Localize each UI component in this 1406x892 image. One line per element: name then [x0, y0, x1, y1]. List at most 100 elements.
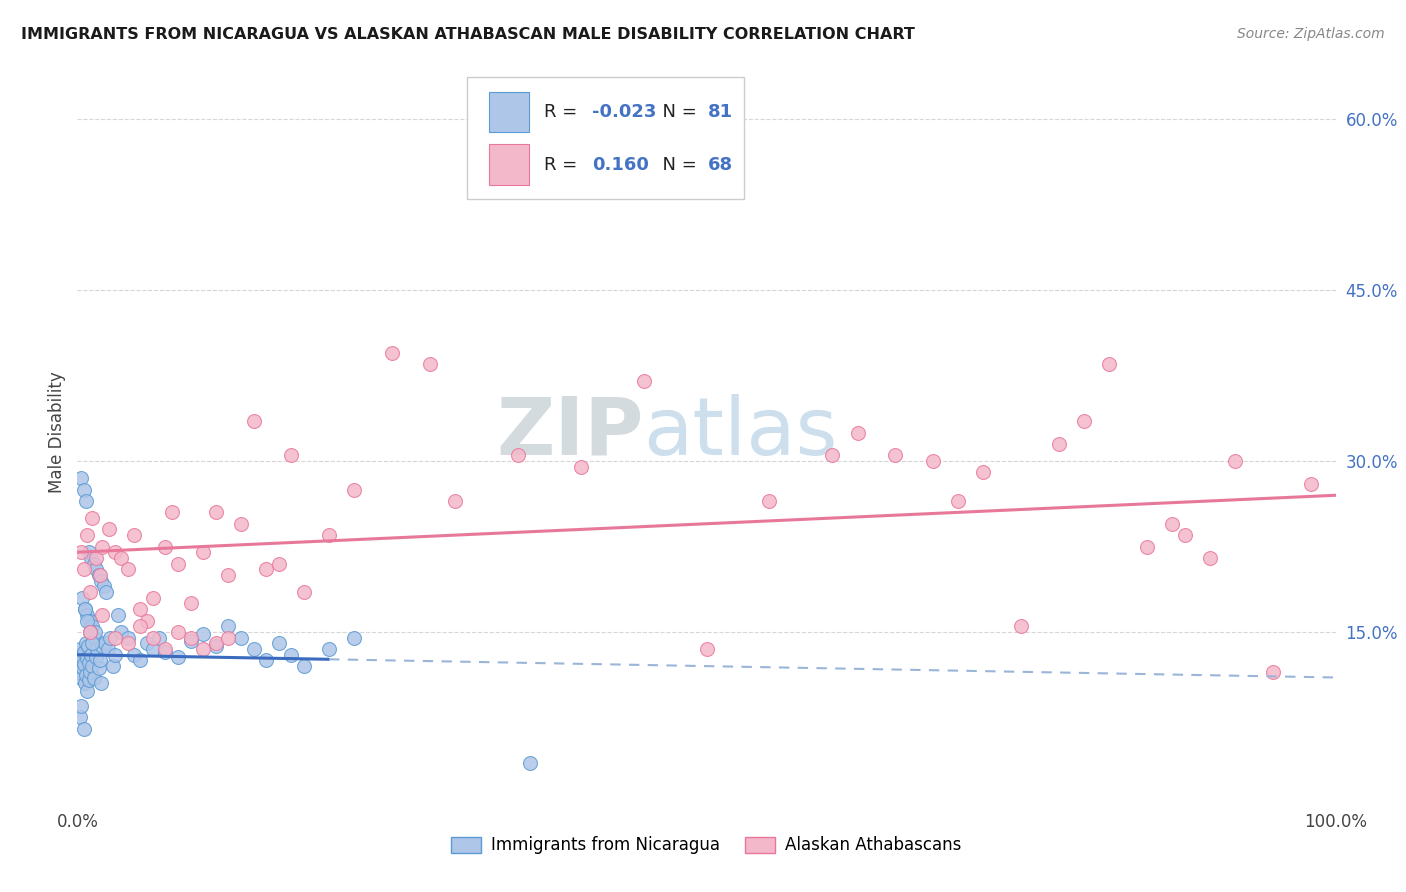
- Point: [122, 648, 145, 662]
- Point: [90, 574, 112, 588]
- Point: [89, 653, 111, 667]
- Point: [72, 645, 94, 659]
- Point: [229, 631, 252, 645]
- Point: [821, 449, 844, 463]
- Point: [104, 648, 127, 662]
- Point: [87, 661, 110, 675]
- Point: [191, 545, 215, 559]
- Point: [155, 645, 177, 659]
- Point: [70, 698, 93, 713]
- Point: [73, 602, 96, 616]
- Point: [343, 483, 366, 497]
- Point: [191, 627, 215, 641]
- Point: [84, 562, 107, 576]
- Point: [1161, 516, 1184, 531]
- Point: [96, 642, 118, 657]
- Point: [167, 624, 190, 639]
- Point: [1047, 437, 1070, 451]
- Point: [191, 642, 215, 657]
- Point: [67, 659, 90, 673]
- Point: [292, 659, 315, 673]
- Point: [79, 624, 101, 639]
- Point: [70, 471, 93, 485]
- Point: [117, 636, 139, 650]
- Point: [1098, 357, 1121, 371]
- Text: IMMIGRANTS FROM NICARAGUA VS ALASKAN ATHABASCAN MALE DISABILITY CORRELATION CHAR: IMMIGRANTS FROM NICARAGUA VS ALASKAN ATH…: [21, 27, 915, 42]
- Point: [72, 562, 94, 576]
- Text: 68: 68: [707, 155, 733, 174]
- Point: [180, 631, 202, 645]
- Point: [948, 494, 970, 508]
- Point: [155, 540, 177, 554]
- Point: [229, 516, 252, 531]
- Point: [104, 545, 127, 559]
- Text: N =: N =: [651, 103, 703, 121]
- Point: [69, 653, 91, 667]
- Point: [292, 585, 315, 599]
- Point: [117, 562, 139, 576]
- Point: [204, 636, 226, 650]
- Point: [148, 631, 170, 645]
- Point: [72, 661, 94, 675]
- Point: [97, 523, 120, 537]
- Point: [76, 684, 98, 698]
- Point: [79, 614, 101, 628]
- Point: [180, 597, 202, 611]
- Point: [79, 656, 101, 670]
- Text: atlas: atlas: [644, 393, 838, 472]
- Point: [129, 653, 152, 667]
- Point: [79, 624, 101, 639]
- Point: [122, 528, 145, 542]
- Point: [318, 528, 340, 542]
- Point: [73, 657, 96, 671]
- Point: [73, 602, 96, 616]
- Point: [254, 653, 277, 667]
- Point: [70, 671, 93, 685]
- Text: 0.160: 0.160: [592, 155, 650, 174]
- Point: [83, 557, 105, 571]
- Point: [696, 642, 718, 657]
- Point: [67, 665, 90, 679]
- Point: [77, 639, 100, 653]
- Point: [104, 631, 127, 645]
- Point: [101, 659, 124, 673]
- Point: [1073, 414, 1095, 428]
- Point: [77, 673, 100, 687]
- Point: [922, 454, 945, 468]
- Point: [117, 631, 139, 645]
- Point: [83, 671, 105, 685]
- Point: [86, 642, 108, 657]
- Point: [107, 607, 129, 622]
- Point: [1223, 454, 1246, 468]
- Point: [142, 591, 165, 605]
- Point: [569, 459, 592, 474]
- Point: [1136, 540, 1159, 554]
- Point: [91, 540, 114, 554]
- Point: [280, 648, 302, 662]
- Point: [87, 568, 110, 582]
- Point: [93, 579, 115, 593]
- FancyBboxPatch shape: [467, 78, 744, 200]
- Point: [72, 650, 94, 665]
- Y-axis label: Male Disability: Male Disability: [48, 372, 66, 493]
- Point: [846, 425, 869, 440]
- Point: [1198, 550, 1220, 565]
- Point: [135, 636, 157, 650]
- Text: R =: R =: [544, 155, 589, 174]
- Point: [70, 545, 93, 559]
- Point: [94, 636, 117, 650]
- Point: [76, 651, 98, 665]
- Point: [84, 550, 107, 565]
- Text: N =: N =: [651, 155, 703, 174]
- Point: [84, 624, 107, 639]
- Point: [96, 585, 118, 599]
- Point: [72, 722, 94, 736]
- Point: [69, 642, 91, 657]
- Point: [217, 568, 239, 582]
- Point: [633, 375, 655, 389]
- Point: [80, 648, 103, 662]
- Point: [84, 631, 107, 645]
- Point: [91, 607, 114, 622]
- Point: [84, 650, 107, 665]
- Point: [1299, 476, 1322, 491]
